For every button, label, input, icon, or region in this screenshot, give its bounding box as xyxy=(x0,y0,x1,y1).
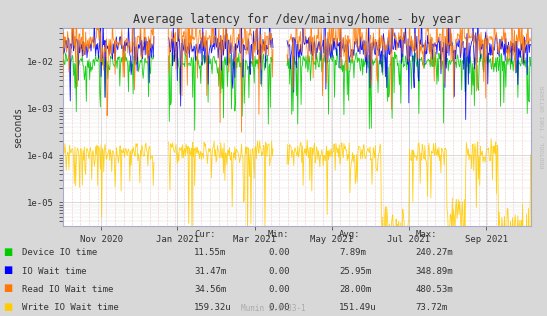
Text: 28.00m: 28.00m xyxy=(339,285,371,294)
Title: Average latency for /dev/mainvg/home - by year: Average latency for /dev/mainvg/home - b… xyxy=(133,13,461,26)
Text: Max:: Max: xyxy=(416,230,437,239)
Text: Read IO Wait time: Read IO Wait time xyxy=(22,285,113,294)
Text: 31.47m: 31.47m xyxy=(194,267,226,276)
Text: Avg:: Avg: xyxy=(339,230,360,239)
Text: Write IO Wait time: Write IO Wait time xyxy=(22,303,119,312)
Text: 0.00: 0.00 xyxy=(268,267,289,276)
Text: Munin 2.0.33-1: Munin 2.0.33-1 xyxy=(241,304,306,313)
Text: 159.32u: 159.32u xyxy=(194,303,232,312)
Text: 240.27m: 240.27m xyxy=(416,248,453,257)
Text: 73.72m: 73.72m xyxy=(416,303,448,312)
Text: 480.53m: 480.53m xyxy=(416,285,453,294)
Text: 0.00: 0.00 xyxy=(268,248,289,257)
Text: 0.00: 0.00 xyxy=(268,303,289,312)
Text: ■: ■ xyxy=(3,283,12,294)
Text: Min:: Min: xyxy=(268,230,289,239)
Text: ■: ■ xyxy=(3,247,12,257)
Text: Cur:: Cur: xyxy=(194,230,216,239)
Text: Device IO time: Device IO time xyxy=(22,248,97,257)
Text: ■: ■ xyxy=(3,302,12,312)
Text: IO Wait time: IO Wait time xyxy=(22,267,86,276)
Text: 348.89m: 348.89m xyxy=(416,267,453,276)
Y-axis label: seconds: seconds xyxy=(13,106,23,148)
Text: 25.95m: 25.95m xyxy=(339,267,371,276)
Text: 7.89m: 7.89m xyxy=(339,248,366,257)
Text: ■: ■ xyxy=(3,265,12,275)
Text: 151.49u: 151.49u xyxy=(339,303,377,312)
Text: 0.00: 0.00 xyxy=(268,285,289,294)
Text: RRDTOOL / TOBI OETIKER: RRDTOOL / TOBI OETIKER xyxy=(540,85,546,168)
Text: 11.55m: 11.55m xyxy=(194,248,226,257)
Text: 34.56m: 34.56m xyxy=(194,285,226,294)
